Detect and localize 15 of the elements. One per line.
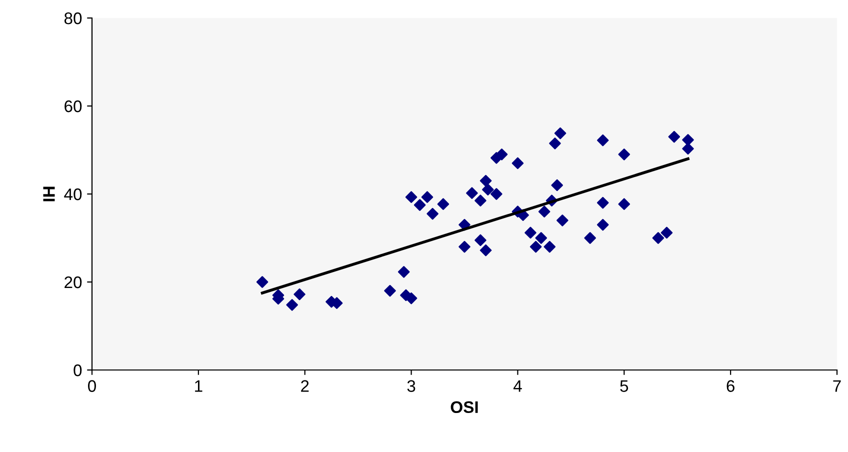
x-tick-label: 1	[195, 380, 202, 392]
y-tick-label: 40	[64, 188, 82, 200]
y-tick-label: 20	[64, 276, 82, 288]
y-axis-title: IH	[43, 186, 55, 202]
x-tick-label: 7	[833, 380, 841, 392]
x-tick-label: 6	[726, 380, 734, 392]
x-tick-label: 4	[513, 380, 522, 392]
y-tick-label: 0	[74, 364, 82, 376]
x-axis-title: OSI	[450, 401, 478, 414]
x-tick-label: 0	[88, 380, 96, 392]
x-tick-label: 3	[407, 380, 416, 392]
x-tick-label: 2	[301, 380, 309, 392]
y-tick-label: 60	[64, 100, 82, 112]
x-tick-label: 5	[620, 380, 628, 392]
y-tick-label: 80	[64, 12, 82, 24]
